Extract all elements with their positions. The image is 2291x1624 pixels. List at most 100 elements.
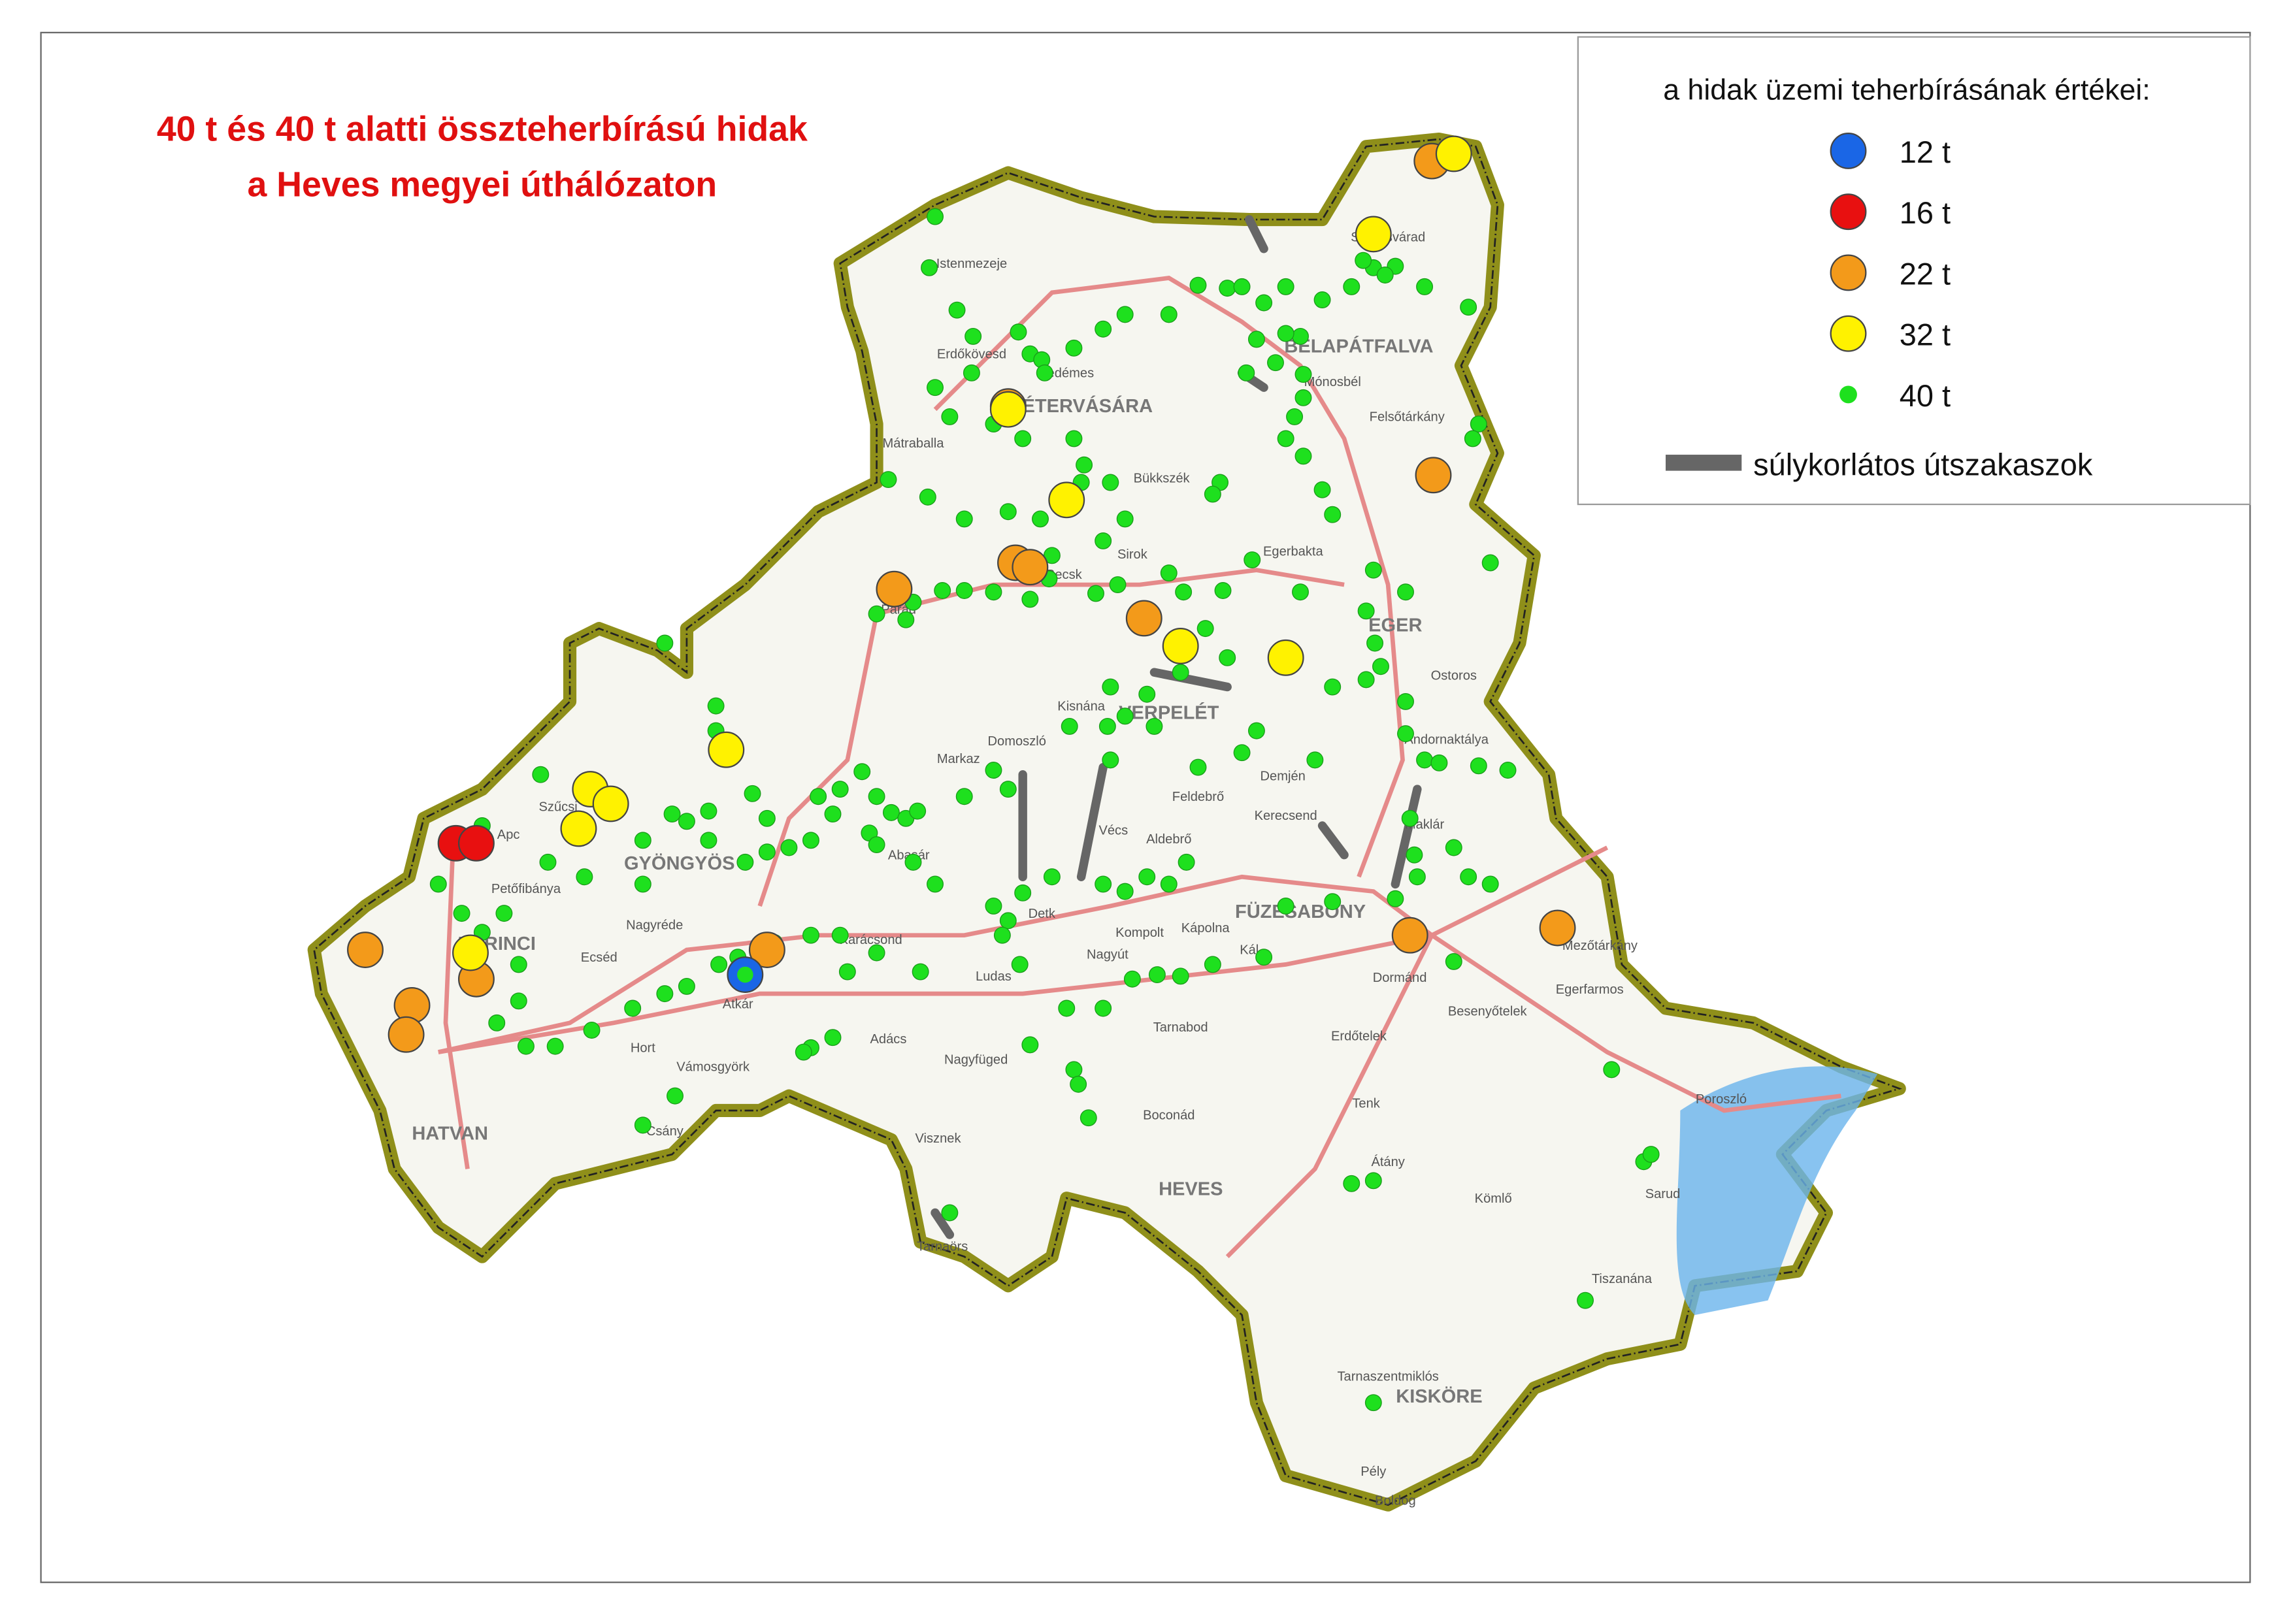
bridge-40t [634,1116,651,1134]
place-name: Besenyőtelek [1448,1005,1528,1019]
bridge-40t [656,634,674,652]
place-name: Dormánd [1373,971,1427,985]
bridge-40t [1138,868,1156,886]
place-name: Feldebrő [1172,790,1224,804]
place-name: Domoszló [988,734,1046,749]
bridge-40t [1238,364,1255,382]
place-name: Tenk [1352,1097,1380,1111]
bridge-40t [880,471,897,489]
place-name: Kápolna [1181,921,1230,935]
bridge-40t [1043,868,1061,886]
legend-label: 16 t [1900,195,1951,230]
place-name: Erdőkövesd [937,347,1006,361]
legend-restricted-label: súlykorlátos útszakaszok [1753,447,2093,481]
bridge-40t [1460,299,1477,316]
bridge-40t [838,963,856,981]
place-name: Csány [646,1124,684,1139]
bridge-40t [1116,510,1134,528]
place-name: Mezőtárkány [1562,939,1638,953]
legend-label: 22 t [1900,256,1951,291]
bridge-40t [1014,884,1032,901]
bridge-40t [1642,1146,1660,1163]
bridge-40t [831,781,849,798]
place-name: Poroszló [1696,1092,1747,1107]
county-border [313,138,1902,1506]
legend-restricted-swatch [1666,455,1742,471]
bridge-40t [1286,408,1304,425]
title-line-2: a Heves megyei úthálózaton [248,165,717,204]
bridge-40t [1247,722,1265,739]
bridge-40t [802,926,819,944]
legend-swatch [1830,133,1867,169]
place-name: Vámosgyörk [676,1060,750,1075]
bridge-40t [1324,678,1342,696]
title-line-1: 40 t és 40 t alatti összteherbírású hida… [157,109,808,148]
bridge-2 [1415,457,1452,494]
bridge-2 [1391,917,1428,954]
bridge-2 [1125,600,1162,637]
bridge-40t [1430,754,1448,771]
place-name: Boldog [1375,1494,1416,1508]
bridge-2 [748,932,785,968]
place-name: Kömlő [1475,1192,1512,1206]
bridge-2 [1539,909,1576,947]
bridge-40t [1070,1075,1087,1093]
bridge-40t [1123,970,1141,988]
bridge-40t [1306,751,1324,769]
place-labels: EGER GYÖNGYÖS HATVAN FÜZESABONY HEVES PÉTERVÁ… [412,231,1747,1508]
bridge-40t [700,832,717,849]
place-name: Atkár [723,997,753,1011]
bridge-40t [868,605,885,623]
bridge-40t [1364,1394,1382,1412]
bridge-40t [999,781,1017,798]
bridge-40t [1098,717,1116,735]
bridge-40t [1277,278,1294,295]
legend-swatch [1830,315,1867,352]
bridge-3 [1048,481,1085,519]
bridge-40t [1255,294,1273,312]
bridge-40t [532,766,550,783]
bridge-40t [802,832,819,849]
place-name: Markaz [937,752,980,766]
place-name: Demjén [1261,770,1306,784]
bridge-3 [560,810,597,847]
bridge-40t [1397,583,1414,601]
place-name: Átány [1371,1154,1405,1169]
bridge-40t [737,966,753,983]
bridge-40t [1324,893,1342,911]
bridge-40t [707,697,725,715]
bridge-40t [824,1029,842,1047]
bridge-40t [985,762,1002,779]
bridge-3 [1162,628,1199,664]
place-name: Sirok [1117,547,1148,562]
place-name: PÉTERVÁSÁRA [1010,395,1153,417]
bridge-40t [985,897,1002,915]
bridge-40t [634,875,651,893]
bridge-40t [1324,506,1342,523]
bridge-40t [517,1037,535,1055]
bridge-3 [1355,216,1392,253]
bridge-40t [912,963,929,981]
place-name: Kompolt [1115,926,1164,940]
bridge-40t [1499,762,1517,779]
bridge-40t [1313,291,1331,308]
bridge-40t [1116,707,1134,725]
bridge-40t [927,208,944,225]
place-name: HEVES [1159,1179,1223,1200]
bridge-40t [963,364,980,382]
place-name: Apc [497,828,520,842]
bridge-40t [1355,252,1372,269]
bridge-40t [1032,510,1049,528]
bridge-40t [1172,967,1189,985]
bridge-40t [868,788,885,805]
bridge-3 [452,934,489,971]
bridge-40t [1095,320,1112,338]
place-name: Erdőtelek [1331,1030,1387,1044]
bridge-40t [624,999,642,1017]
bridge-40t [488,1014,506,1031]
place-name: Kál [1240,943,1259,958]
bridge-40t [1445,952,1462,970]
place-name: Andornaktálya [1404,733,1489,747]
bridge-40t [583,1022,601,1039]
bridge-40t [1255,949,1273,966]
